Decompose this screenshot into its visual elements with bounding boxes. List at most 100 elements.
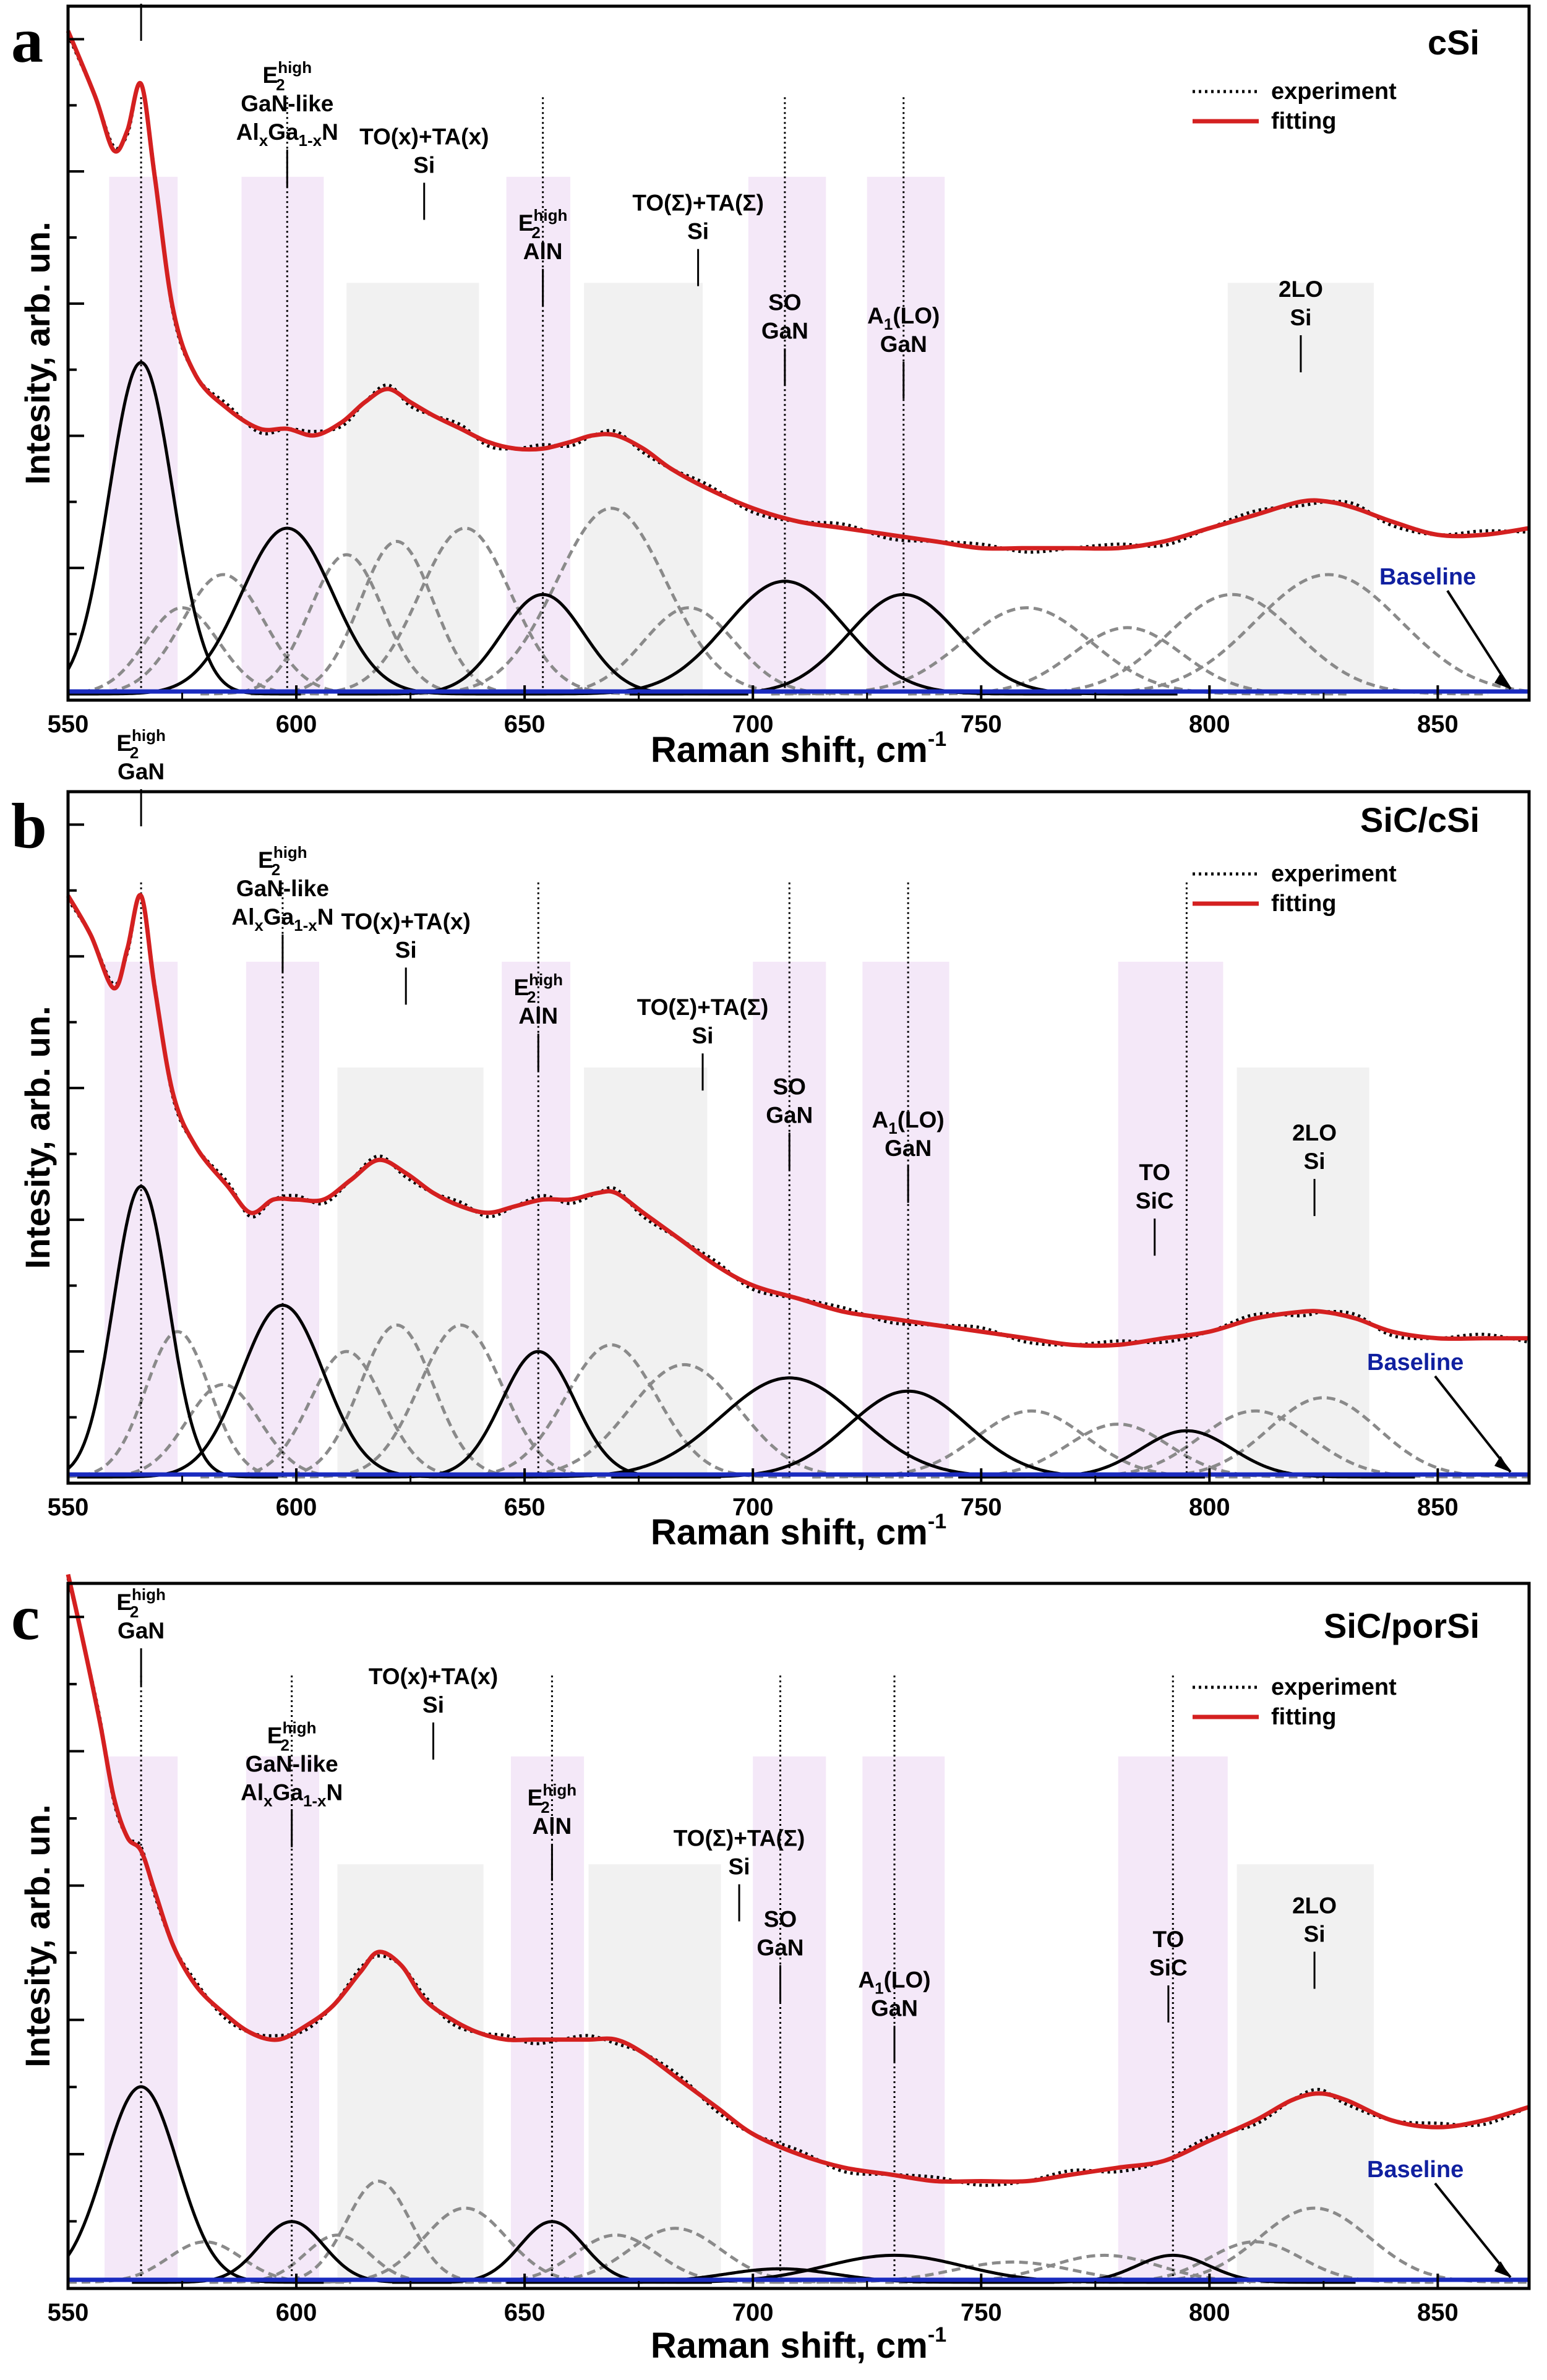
annotation-text: Si	[1290, 305, 1311, 330]
x-tick-label: 750	[961, 2299, 1002, 2326]
panel-title: SiC/porSi	[1324, 1606, 1480, 1645]
annotation-text: TO(Σ)+TA(Σ)	[637, 995, 769, 1020]
baseline-arrowhead	[1494, 2261, 1511, 2277]
peak-annotation: TO(x)+TA(x) Si	[341, 909, 471, 1005]
annotation-text: AlN	[518, 1003, 558, 1029]
baseline-arrow	[1434, 2182, 1512, 2279]
baseline-arrow	[1434, 1375, 1512, 1473]
experiment-curve	[66, 1578, 1530, 2187]
peak-annotation: TO(x)+TA(x) Si	[359, 124, 489, 220]
annotation-text: Si	[413, 152, 435, 178]
annotation-text: Si	[1304, 1149, 1326, 1174]
annotation-text: Si	[395, 937, 417, 962]
annotation-text: TO(Σ)+TA(Σ)	[674, 1826, 805, 1851]
peak-annotation: SO GaN	[761, 289, 808, 386]
solid-peak	[66, 2085, 324, 2284]
peak-annotation: 2LO Si	[1292, 1893, 1337, 1989]
annotation-text: GaN-like	[246, 1752, 338, 1777]
legend-experiment-label: experiment	[1271, 1674, 1397, 1700]
annotation-text: Si	[1304, 1922, 1326, 1947]
band-pink	[1118, 961, 1223, 1477]
plot-frame	[66, 4, 1531, 702]
x-axis-label: Raman shift, cm-1	[651, 1510, 946, 1552]
annotation-text: AlxGa1-xN	[236, 119, 338, 150]
plot-frame	[66, 1582, 1531, 2290]
annotation-text: Si	[687, 219, 709, 244]
y-axis-label: Intesity, arb. un.	[18, 1006, 57, 1269]
legend-fitting-label: fitting	[1271, 891, 1337, 917]
band-gray	[584, 1067, 708, 1477]
x-tick-label: 600	[276, 1494, 317, 1521]
peak-annotation: SO GaN	[756, 1906, 804, 2003]
band-pink	[510, 1756, 585, 2282]
annotation-text: AlN	[523, 239, 563, 264]
dashed-peak	[392, 507, 831, 696]
annotation-text: Ehigh 2	[116, 1585, 166, 1621]
legend-experiment-label: experiment	[1271, 79, 1397, 105]
band-gray	[1236, 1864, 1374, 2282]
annotation-text: TO	[1139, 1160, 1170, 1185]
peak-annotation: SO GaN	[766, 1074, 813, 1170]
solid-peak	[66, 361, 301, 696]
panel-title: SiC/cSi	[1360, 800, 1480, 839]
annotation-text: TO	[1153, 1927, 1185, 1952]
band-pink	[753, 1756, 826, 2282]
band-gray	[337, 1864, 484, 2282]
annotation-text: Ehigh 2	[263, 58, 312, 94]
plot-frame	[66, 790, 1531, 1485]
annotation-text: Ehigh 2	[258, 843, 307, 879]
panel-b: 550 600 650 700 750 800 850 Raman shift, cm-1 In…	[11, 726, 1531, 1552]
x-tick-label: 650	[504, 711, 546, 738]
panel-title: cSi	[1428, 23, 1480, 62]
baseline-label: Baseline	[1367, 1350, 1463, 1376]
peak-annotation: A1(LO)GaN	[867, 303, 940, 399]
peak-annotation: TO(Σ)+TA(Σ) Si	[674, 1826, 805, 1922]
annotation-text: SO	[773, 1074, 806, 1099]
peak-annotation: TO(x)+TA(x) Si	[369, 1664, 498, 1760]
x-tick-label: 850	[1417, 711, 1459, 738]
band-pink	[246, 1756, 319, 2282]
annotation-text: 2LO	[1292, 1120, 1337, 1145]
x-axis-label: Raman shift, cm-1	[651, 2323, 946, 2366]
annotation-text: TO(Σ)+TA(Σ)	[632, 190, 764, 216]
annotation-text: 2LO	[1292, 1893, 1337, 1919]
band-gray	[346, 283, 479, 694]
band-gray	[337, 1067, 484, 1477]
band-gray	[1236, 1067, 1369, 1477]
x-tick-label: 800	[1189, 2299, 1230, 2326]
annotation-text: Ehigh 2	[513, 970, 563, 1006]
baseline-arrowhead	[1494, 673, 1511, 689]
panel-letter: a	[11, 5, 43, 76]
annotation-text: GaN	[766, 1102, 813, 1128]
panel-a: 550 600 650 700 750 800 850 Raman shift, cm-1 In…	[11, 4, 1531, 770]
annotation-text: Si	[422, 1692, 444, 1718]
annotation-text: GaN	[885, 1136, 932, 1161]
x-tick-label: 650	[504, 1494, 546, 1521]
x-tick-label: 550	[48, 711, 89, 738]
fitting-curve	[66, 1573, 1530, 2184]
x-tick-label: 850	[1417, 1494, 1459, 1521]
legend: experiment fitting	[1193, 861, 1397, 917]
panel-letter: c	[11, 1582, 40, 1653]
x-tick-label: 550	[48, 1494, 89, 1521]
band-pink	[862, 1756, 945, 2282]
legend-fitting-label: fitting	[1271, 108, 1337, 134]
annotation-text: Ehigh 2	[528, 1781, 577, 1817]
y-axis-label: Intesity, arb. un.	[18, 1804, 57, 2067]
x-tick-label: 700	[732, 2299, 774, 2326]
annotation-text: Si	[729, 1854, 750, 1880]
y-axis-label: Intesity, arb. un.	[18, 221, 57, 484]
annotation-text: GaN-like	[241, 91, 333, 116]
annotation-text: GaN	[118, 1618, 165, 1643]
annotation-text: GaN	[761, 318, 808, 343]
annotation-text: A1(LO)	[858, 1967, 930, 1997]
x-tick-label: 800	[1189, 1494, 1230, 1521]
peak-annotation: 2LO Si	[1279, 276, 1323, 372]
annotation-text: A1(LO)	[867, 303, 940, 333]
